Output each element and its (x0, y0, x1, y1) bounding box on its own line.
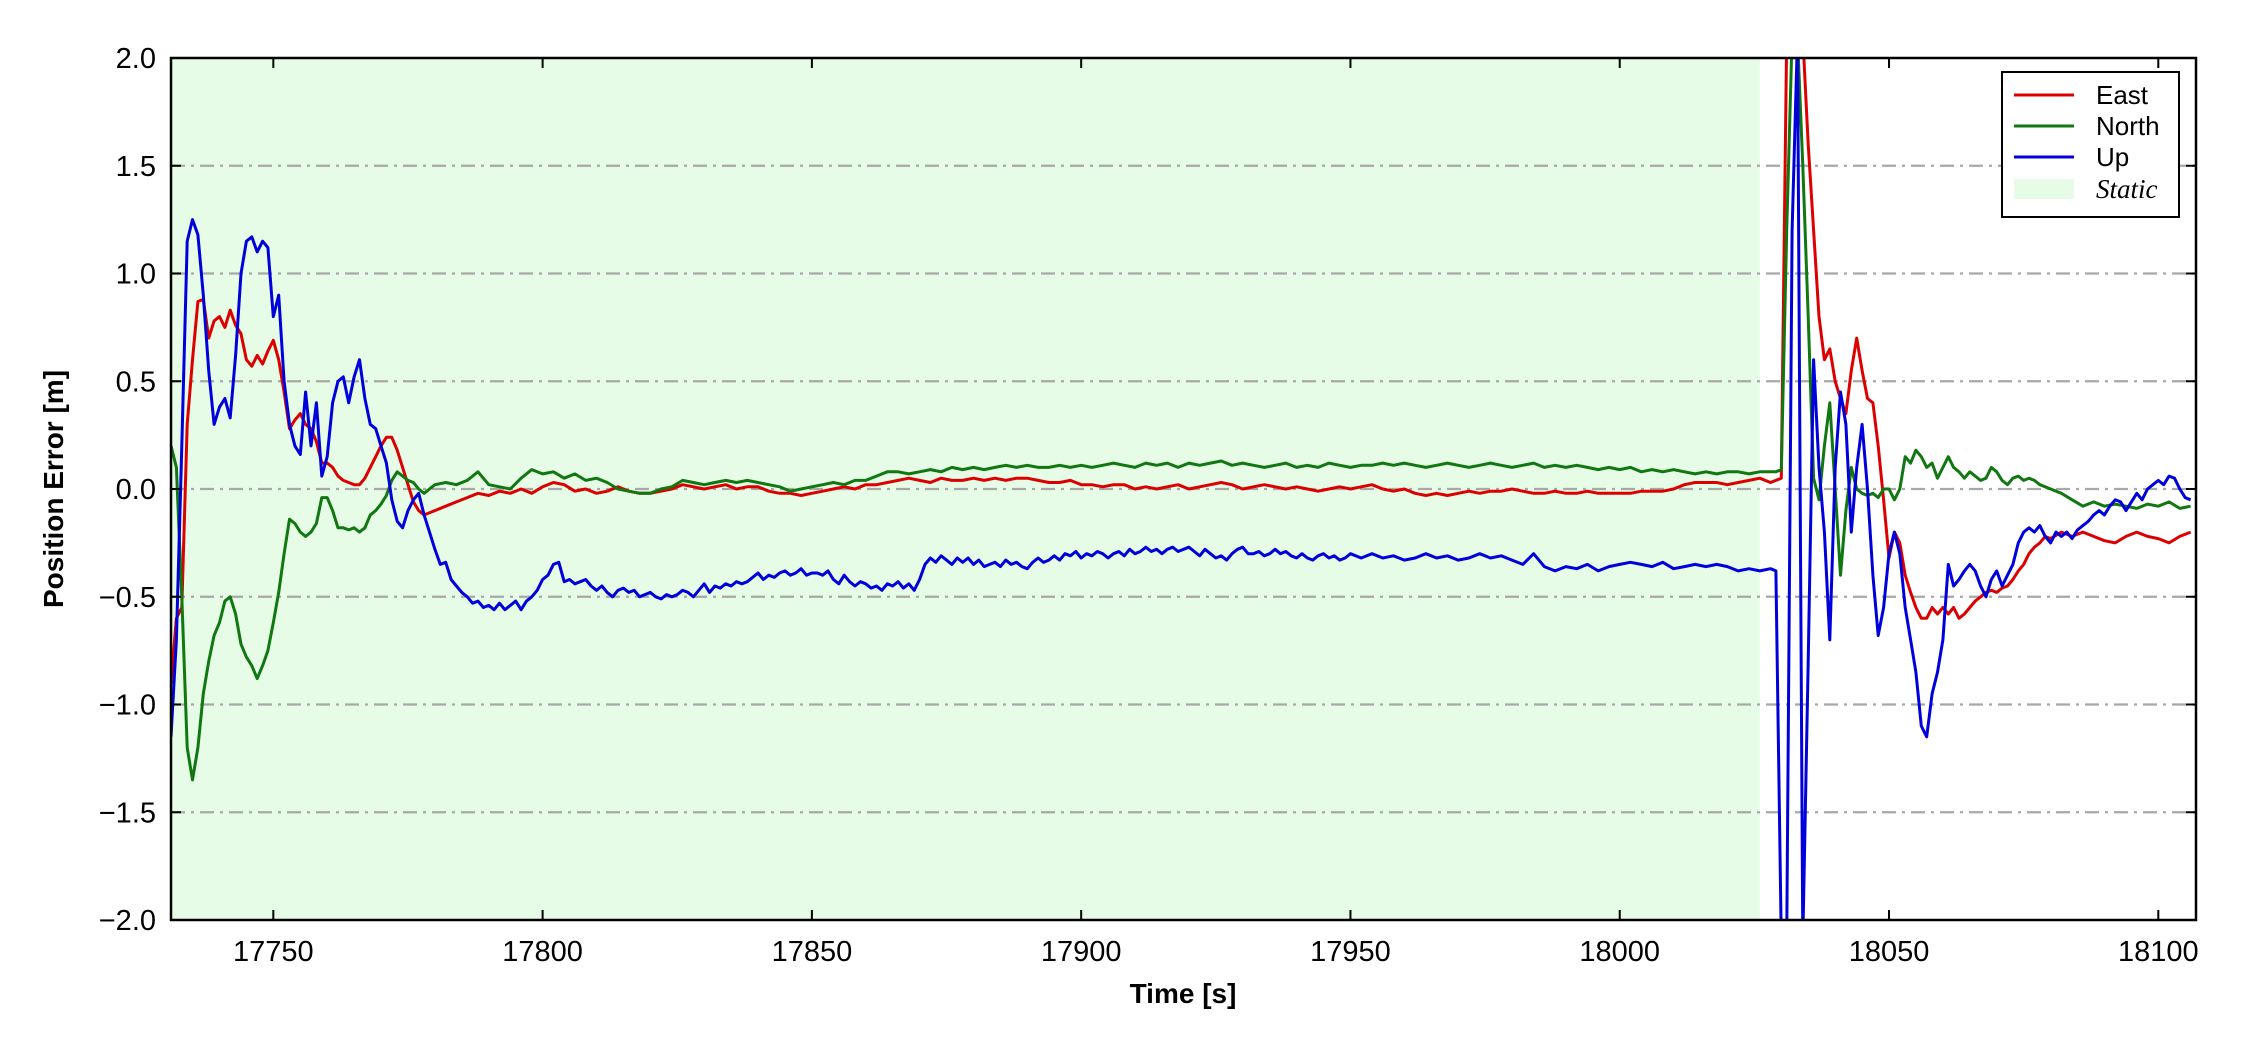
series-line-up (171, 58, 2192, 920)
y-tick-label: −1.0 (99, 690, 156, 722)
y-tick-label: −0.5 (99, 582, 156, 614)
y-tick-label: 0.0 (116, 474, 156, 506)
y-tick-label: −1.5 (99, 797, 156, 829)
x-tick-label: 17750 (233, 936, 314, 968)
x-tick-label: 18050 (1849, 936, 1930, 968)
x-axis-ticks: 17750 17800 17850 17900 17950 18000 18050 18100 (233, 58, 2199, 968)
x-tick-label: 18100 (2118, 936, 2199, 968)
x-axis-label: Time [s] (1130, 978, 1237, 1009)
x-tick-label: 17850 (772, 936, 853, 968)
legend-east-label: East (2096, 80, 2149, 110)
y-tick-label: −2.0 (99, 905, 156, 937)
legend: East North Up Static (2001, 71, 2180, 218)
x-tick-label: 17800 (502, 936, 583, 968)
y-tick-label: 0.5 (116, 366, 156, 398)
y-tick-label: 1.0 (116, 259, 156, 291)
y-tick-label: 2.0 (116, 43, 156, 75)
series-layer (171, 58, 2192, 920)
x-tick-label: 17950 (1310, 936, 1391, 968)
y-axis-ticks: −2.0 −1.5 −1.0 −0.5 0.0 0.5 1.0 1.5 2.0 (99, 43, 2196, 937)
y-axis-label: Position Error [m] (38, 370, 69, 608)
legend-static-swatch (2014, 179, 2074, 199)
legend-up-label: Up (2096, 142, 2129, 172)
x-tick-label: 17900 (1041, 936, 1122, 968)
y-tick-label: 1.5 (116, 151, 156, 183)
x-tick-label: 18000 (1579, 936, 1660, 968)
series-line-north (171, 58, 2191, 782)
legend-static-label: Static (2096, 174, 2158, 204)
legend-north-label: North (2096, 111, 2160, 141)
